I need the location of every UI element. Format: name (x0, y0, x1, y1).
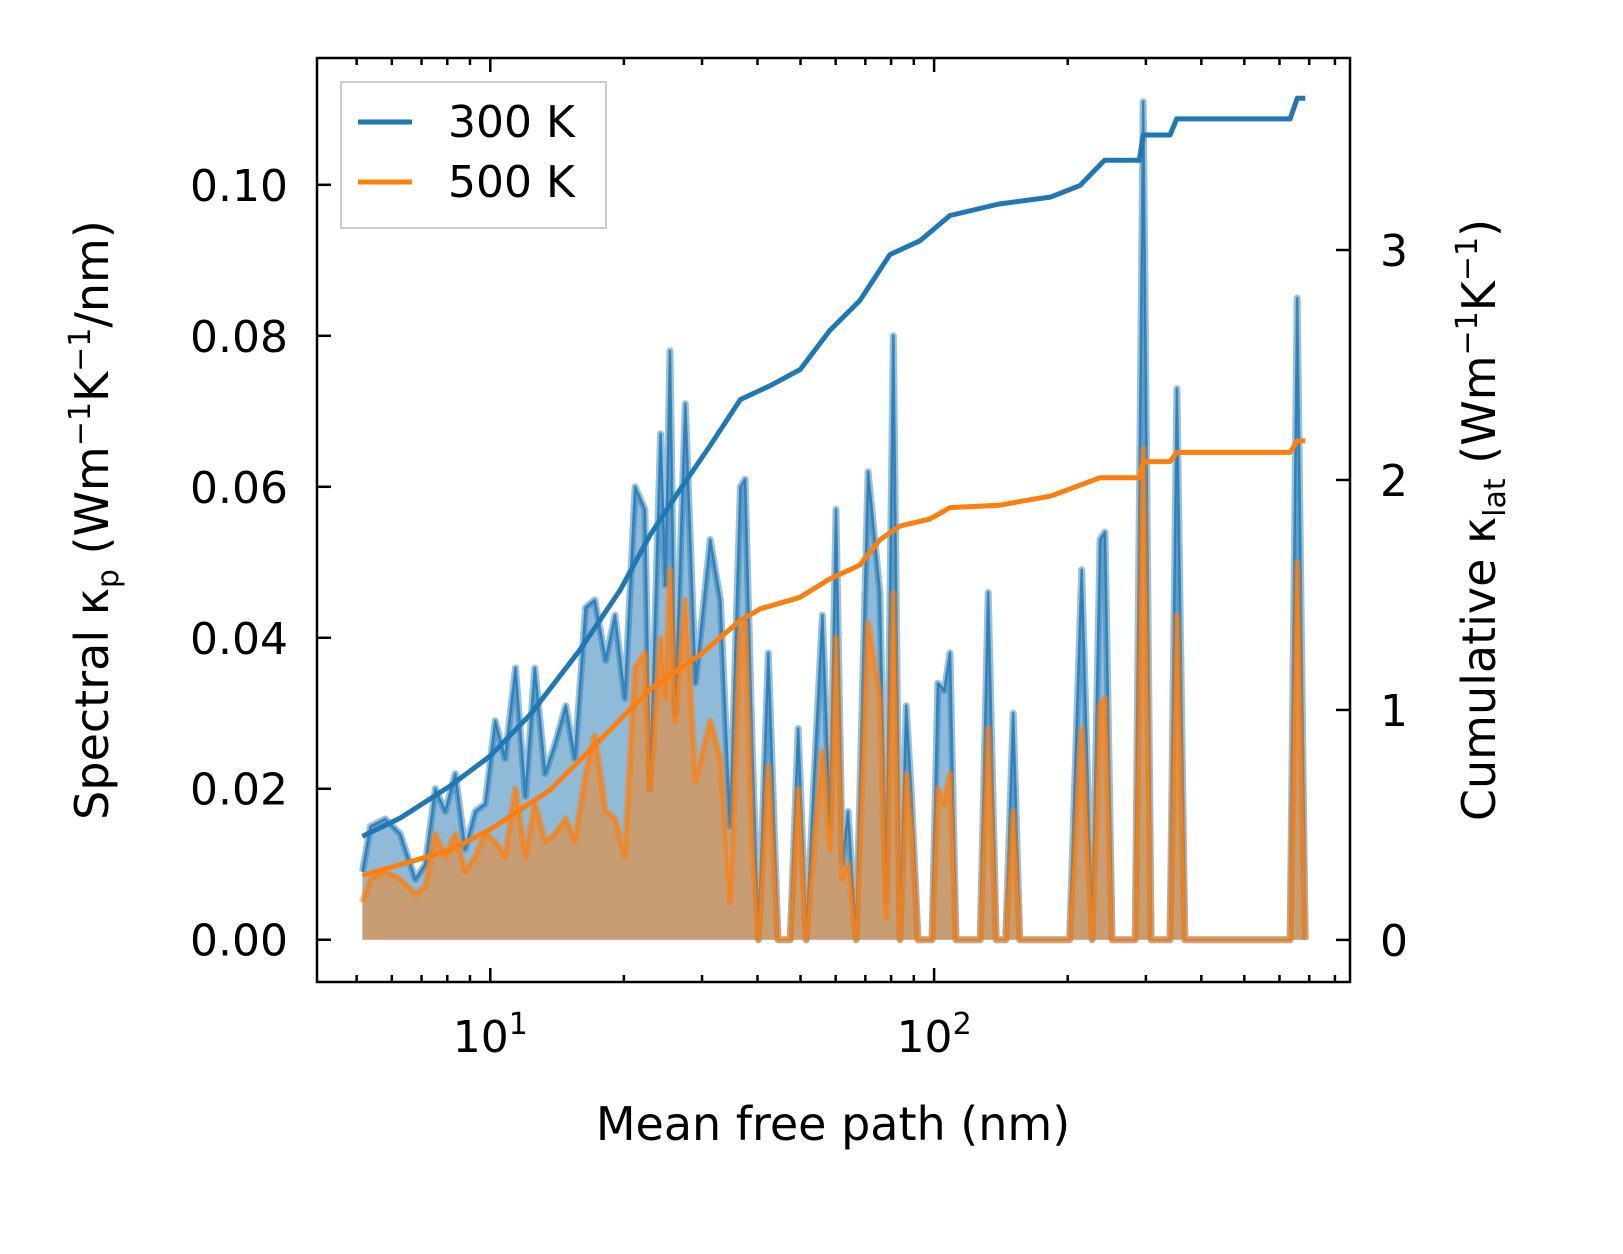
label-part: Cumulative κ (1452, 517, 1506, 821)
label-part: −1 (1450, 237, 1485, 281)
label-part: ) (1452, 219, 1506, 237)
x-tick-label: 101 (453, 1007, 528, 1063)
x-tick-exp: 1 (509, 1007, 528, 1042)
legend-box (340, 81, 607, 229)
spectral-fills (358, 98, 1309, 944)
y-tick-label-right: 3 (1380, 226, 1408, 277)
x-tick-exp: 2 (953, 1007, 972, 1042)
cumulative-lines (361, 95, 1306, 878)
plot-frame (315, 56, 1352, 984)
y-tick-label-left: 0.04 (190, 614, 288, 665)
cumulative-line-500k (361, 438, 1306, 878)
spectral-500k-line (361, 447, 1307, 941)
y-axis-label-left: Spectral κp (Wm−1K−1/nm) (63, 220, 126, 820)
label-part: −1 (63, 402, 98, 446)
legend-label: 500 K (448, 157, 576, 208)
label-part: K (65, 370, 119, 402)
y-axis-label-right: Cumulative κlat (Wm−1K−1) (1450, 219, 1513, 821)
label-part: −1 (1450, 311, 1485, 355)
label-part: lat (1478, 478, 1513, 517)
y-tick-label-right: 2 (1380, 456, 1408, 507)
y-tick-label-left: 0.08 (190, 312, 288, 363)
label-part: p (91, 569, 126, 588)
y-tick-label-left: 0.10 (190, 161, 288, 212)
y-tick-label-left: 0.06 (190, 463, 288, 514)
y-tick-label-right: 0 (1380, 916, 1408, 967)
label-part: Mean free path (nm) (596, 1097, 1070, 1151)
y-tick-label-left: 0.00 (190, 916, 288, 967)
spectral-300k-fill (362, 101, 1306, 940)
label-part: Spectral κ (65, 588, 119, 820)
x-tick-base: 10 (897, 1012, 953, 1063)
label-part: (Wm (65, 446, 119, 569)
label-part: K (1452, 279, 1506, 311)
x-tick-label: 102 (897, 1007, 972, 1063)
cumulative-line-300k (361, 95, 1306, 839)
label-part: /nm) (65, 220, 119, 327)
x-axis-label: Mean free path (nm) (596, 1097, 1070, 1151)
y-tick-label-right: 1 (1380, 686, 1408, 737)
y-tick-label-left: 0.02 (190, 765, 288, 816)
x-tick-base: 10 (453, 1012, 509, 1063)
legend-label: 300 K (448, 97, 576, 148)
legend: 300 K 500 K (340, 81, 607, 229)
label-part: (Wm (1452, 355, 1506, 478)
label-part: −1 (63, 328, 98, 372)
spectral-500k-fill (362, 449, 1306, 940)
